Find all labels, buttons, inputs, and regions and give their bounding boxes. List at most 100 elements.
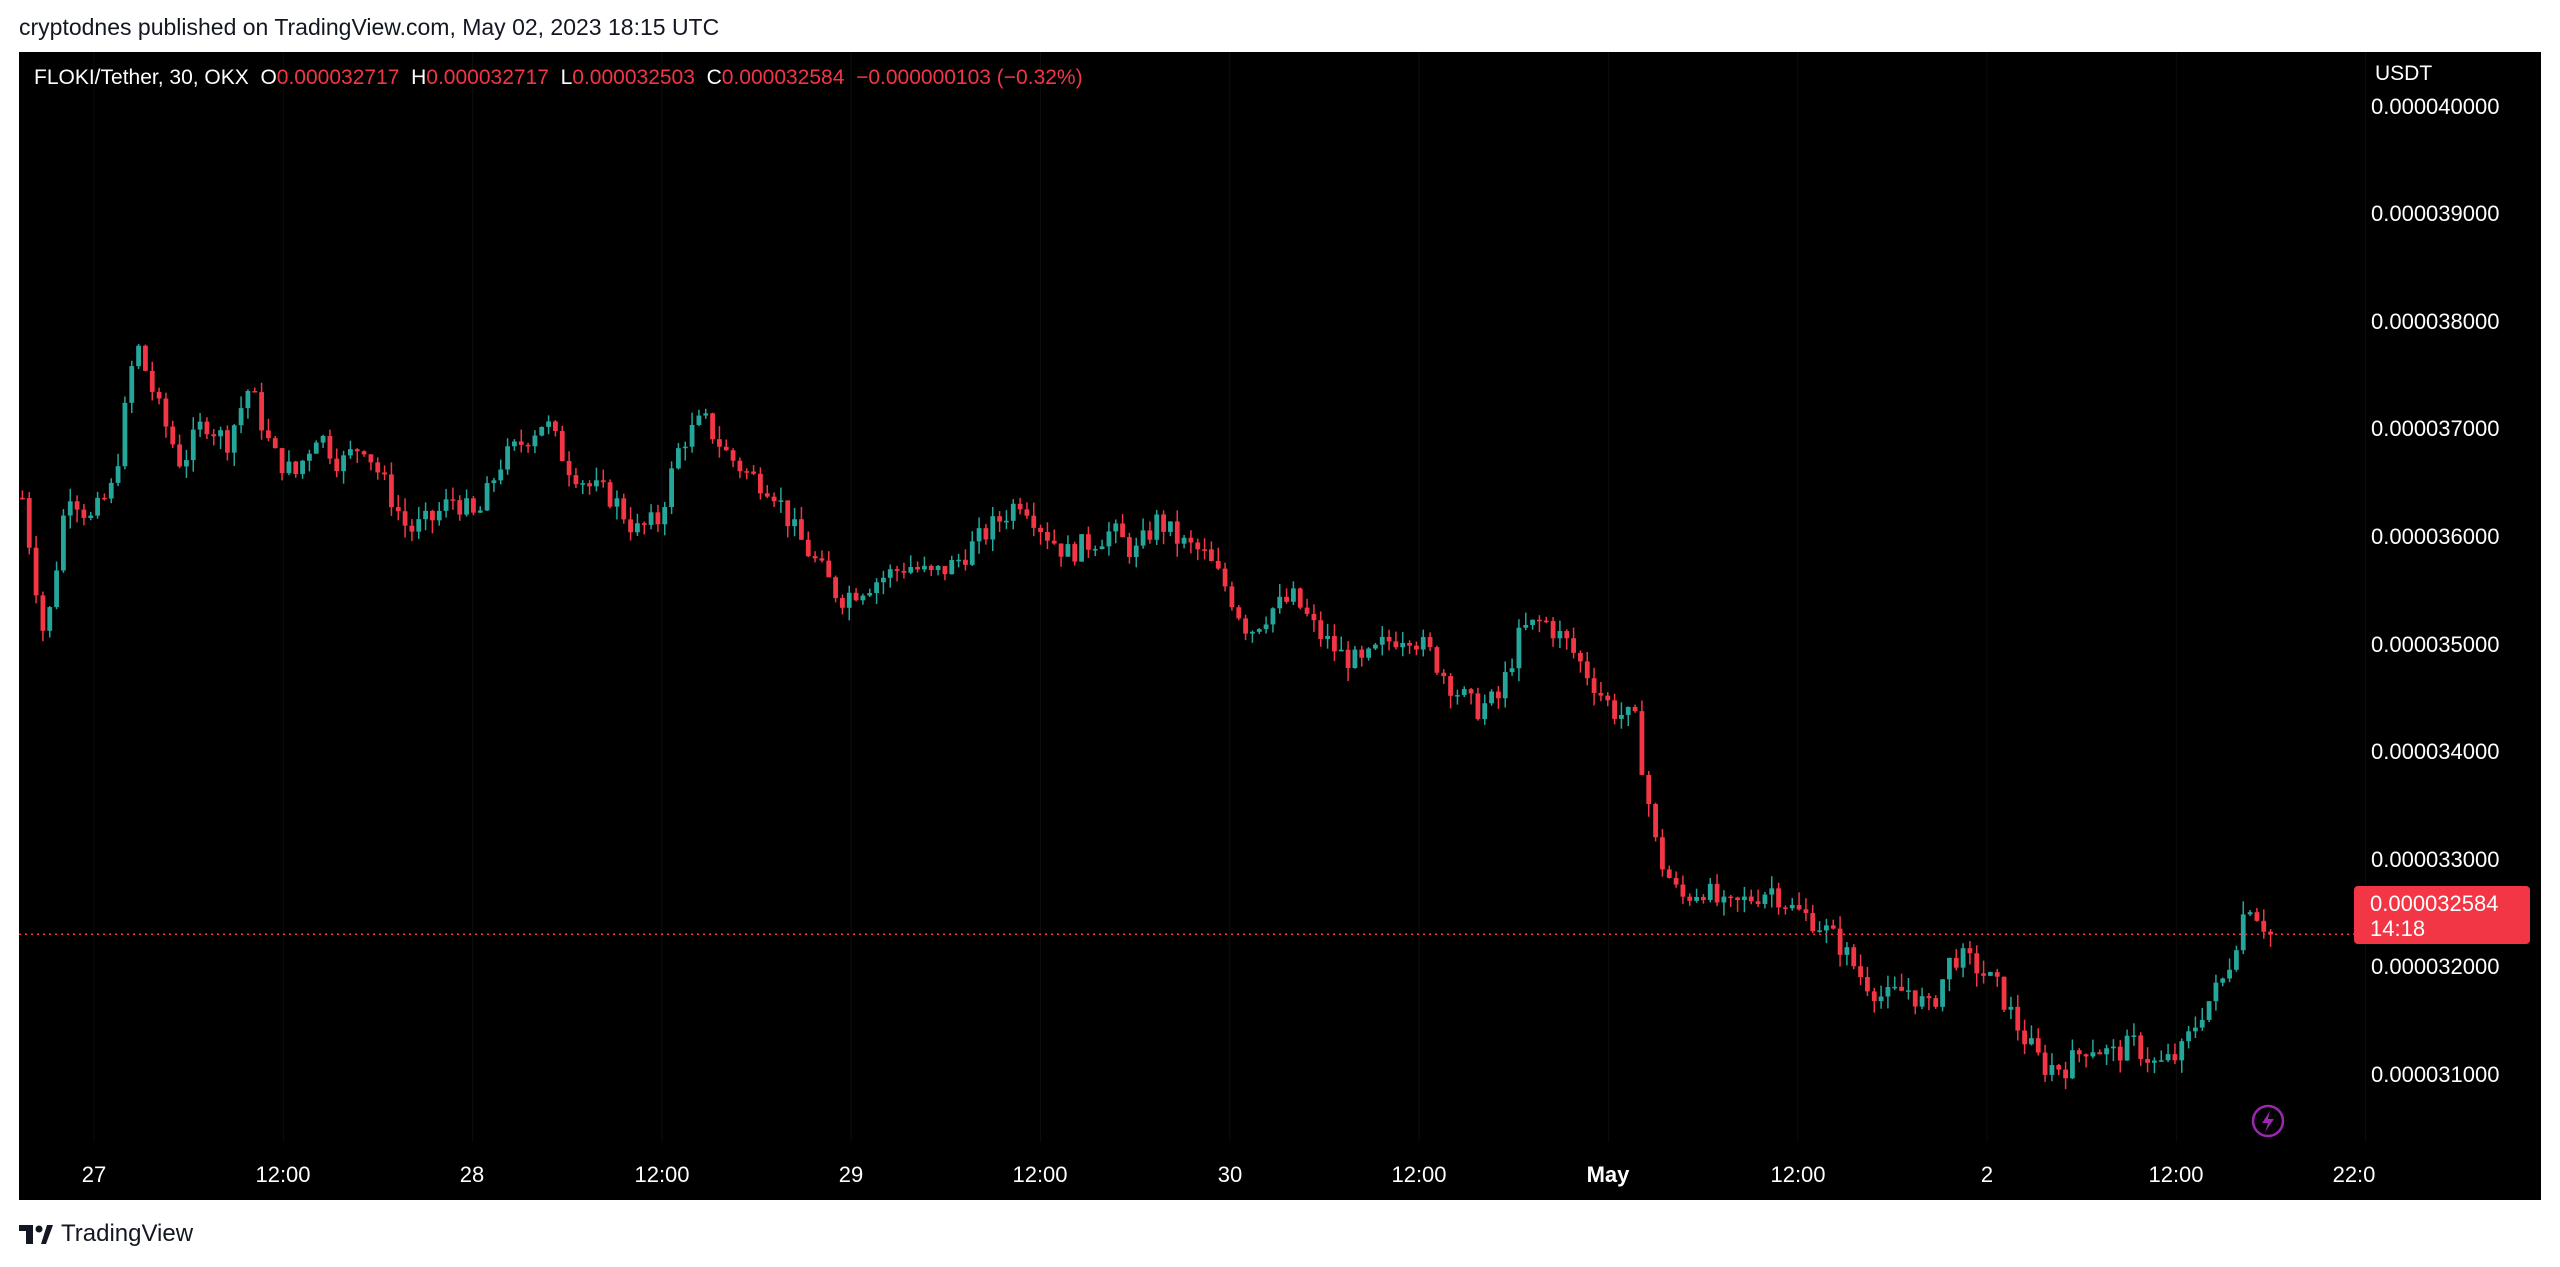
candle-body xyxy=(1947,957,1952,980)
candle-body xyxy=(1885,987,1891,997)
candle-body xyxy=(990,516,996,540)
candle-body xyxy=(1379,636,1385,645)
candle-body xyxy=(190,429,196,461)
candle-body xyxy=(1735,897,1740,901)
candle-body xyxy=(1865,977,1870,992)
candle-body xyxy=(2193,1027,2198,1032)
candle-body xyxy=(881,577,886,583)
candle-body xyxy=(512,441,517,447)
low-label: L xyxy=(560,66,573,89)
candle-body xyxy=(163,398,169,427)
candle-body xyxy=(505,446,510,470)
candle-body xyxy=(2261,920,2267,932)
candle-body xyxy=(573,475,579,485)
candle-body xyxy=(1250,631,1255,634)
bar-countdown: 14:18 xyxy=(2370,916,2426,941)
candle-body xyxy=(313,442,319,454)
candle-body xyxy=(2076,1050,2082,1055)
low-value: 0.000032503 xyxy=(572,66,695,89)
candle-body xyxy=(395,507,401,512)
symbol-label[interactable]: FLOKI/Tether, 30, OKX xyxy=(34,66,249,89)
candle-body xyxy=(2227,969,2232,979)
candle-body xyxy=(2268,931,2273,935)
candle-body xyxy=(464,498,469,515)
candle-body xyxy=(389,474,394,508)
candle-body xyxy=(764,493,770,497)
candle-body xyxy=(1304,607,1310,614)
candle-body xyxy=(969,541,975,565)
candle-body xyxy=(348,449,353,456)
candle-body xyxy=(1796,904,1802,910)
candle-body xyxy=(1311,613,1317,621)
candle-body xyxy=(1967,948,1973,954)
candle-body xyxy=(2008,1006,2014,1010)
candle-body xyxy=(751,471,756,474)
candle-body xyxy=(1523,624,1529,628)
candle-body xyxy=(546,421,551,427)
candle-body xyxy=(635,523,640,533)
y-tick-label: 0.000039000 xyxy=(2371,201,2500,226)
candle-body xyxy=(1202,549,1207,551)
x-tick-label: 12:00 xyxy=(634,1162,690,1187)
candle-body xyxy=(293,461,299,475)
high-label: H xyxy=(411,66,427,89)
candle-body xyxy=(1584,661,1590,679)
candle-body xyxy=(1707,883,1713,901)
candle-body xyxy=(334,458,340,472)
candle-body xyxy=(245,391,251,409)
candle-body xyxy=(662,507,668,525)
candle-body xyxy=(1441,672,1447,677)
candle-body xyxy=(614,498,620,507)
candle-body xyxy=(723,446,729,451)
candle-body xyxy=(1243,618,1248,634)
candle-body xyxy=(2234,950,2239,970)
candle-body xyxy=(2056,1065,2062,1070)
candle-body xyxy=(655,512,661,525)
candle-body xyxy=(580,483,586,485)
candle-body xyxy=(115,466,121,483)
candle-body xyxy=(2063,1069,2068,1079)
candle-body xyxy=(1045,531,1050,541)
candle-body xyxy=(1270,608,1276,625)
candle-body xyxy=(1858,966,1863,978)
candle-body xyxy=(2247,912,2253,915)
open-label: O xyxy=(260,66,277,89)
candle-body xyxy=(785,500,791,527)
candle-body xyxy=(1461,689,1467,696)
candle-body xyxy=(525,444,531,447)
lightning-bolt-icon[interactable] xyxy=(2251,1104,2285,1138)
candle-body xyxy=(409,525,415,532)
x-tick-label: 2 xyxy=(1980,1162,1994,1187)
candle-body xyxy=(170,426,176,445)
currency-label[interactable]: USDT xyxy=(2375,62,2433,85)
x-tick-label: 22:0 xyxy=(2332,1162,2376,1187)
candle-body xyxy=(471,498,476,513)
candle-body xyxy=(1482,703,1488,720)
y-tick-label: 0.000036000 xyxy=(2371,524,2500,549)
x-tick-label: May xyxy=(1586,1162,1630,1187)
candle-body xyxy=(1714,883,1720,903)
candle-body xyxy=(833,577,838,598)
candle-body xyxy=(1694,896,1699,901)
candle-body xyxy=(218,430,223,437)
candle-body xyxy=(696,415,702,425)
chart-panel[interactable]: FLOKI/Tether, 30, OKX O 0.000032717 H 0.… xyxy=(19,52,2541,1200)
candle-body xyxy=(1133,545,1139,558)
candle-body xyxy=(2117,1046,2123,1061)
candle-body xyxy=(730,450,736,461)
x-tick-label: 12:00 xyxy=(2148,1162,2204,1187)
candle-body xyxy=(1728,896,1734,899)
y-tick-label: 0.000033000 xyxy=(2371,847,2500,872)
x-tick-label: 12:00 xyxy=(1770,1162,1826,1187)
candle-body xyxy=(477,510,483,513)
candle-body xyxy=(204,421,210,435)
candle-body xyxy=(532,435,538,447)
candle-body xyxy=(1625,706,1631,715)
candle-body xyxy=(1926,996,1932,999)
candle-body xyxy=(361,451,367,455)
candlestick-plot[interactable] xyxy=(19,52,2541,1200)
candle-body xyxy=(1120,523,1125,538)
y-tick-label: 0.000031000 xyxy=(2371,1062,2500,1087)
candle-body xyxy=(1455,695,1460,697)
tradingview-logo[interactable]: TradingView xyxy=(19,1218,193,1250)
